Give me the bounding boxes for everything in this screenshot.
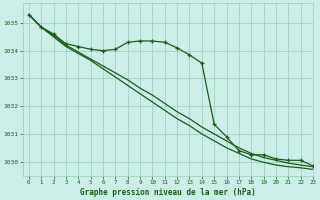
X-axis label: Graphe pression niveau de la mer (hPa): Graphe pression niveau de la mer (hPa)	[80, 188, 256, 197]
